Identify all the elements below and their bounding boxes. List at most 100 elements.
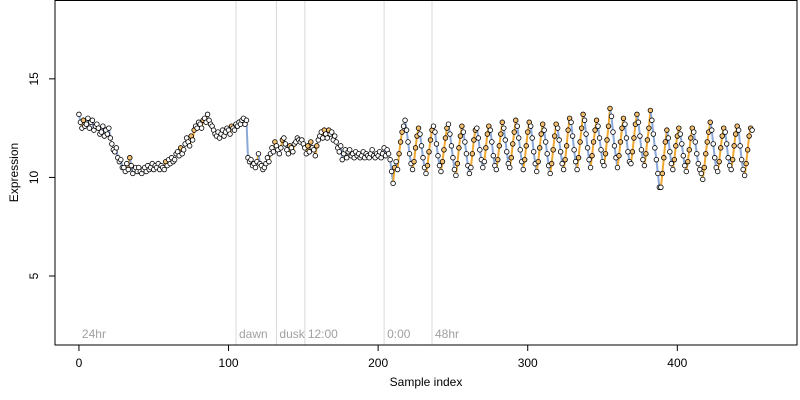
data-point (113, 145, 120, 151)
data-point (683, 168, 689, 175)
data-point (411, 158, 417, 165)
line-segment (245, 120, 249, 158)
data-point (336, 149, 342, 155)
annotation-label: dawn (239, 327, 268, 341)
data-point (501, 125, 507, 131)
data-point (598, 147, 604, 153)
data-point (578, 125, 585, 131)
data-point (255, 151, 262, 157)
data-point (453, 172, 459, 179)
data-point (605, 123, 612, 129)
data-point (581, 117, 588, 123)
data-point (402, 117, 408, 123)
x-tick-label: 400 (667, 356, 687, 370)
data-point (528, 123, 534, 129)
data-point (665, 135, 672, 141)
data-point (655, 170, 661, 177)
data-point (743, 160, 749, 167)
data-point (89, 117, 96, 123)
x-tick-label: 0 (76, 356, 83, 370)
data-point (692, 139, 698, 145)
data-point (498, 131, 504, 137)
data-point (243, 117, 250, 123)
data-point (396, 151, 402, 157)
data-point (320, 135, 326, 141)
data-point (738, 156, 745, 163)
data-point (95, 125, 102, 131)
data-point (502, 137, 508, 143)
data-point (460, 129, 467, 135)
annotation-label: 12:00 (308, 327, 338, 341)
data-point (614, 164, 621, 171)
data-point (474, 125, 480, 131)
data-point (587, 164, 594, 171)
data-point (673, 143, 679, 149)
data-point (589, 153, 595, 159)
data-point (276, 151, 283, 157)
data-point (403, 127, 410, 133)
data-point (729, 156, 736, 163)
data-point (550, 147, 556, 153)
y-tick-label: 10 (27, 170, 41, 184)
data-point (477, 147, 483, 153)
data-point (619, 125, 625, 131)
data-point (305, 143, 311, 149)
data-point (563, 143, 570, 149)
data-point (652, 145, 658, 151)
data-point (716, 158, 722, 165)
data-point (333, 139, 339, 145)
data-point (347, 147, 353, 153)
data-point (718, 145, 724, 151)
data-point (565, 127, 571, 133)
data-point (415, 125, 422, 131)
data-point (504, 149, 510, 155)
data-point (394, 166, 401, 173)
data-point (622, 121, 628, 127)
data-point (644, 137, 651, 143)
data-point (737, 143, 743, 149)
x-axis: 0 100 200 300 400 (76, 344, 688, 370)
data-point (290, 149, 296, 155)
data-point (611, 143, 618, 149)
data-point (445, 121, 452, 127)
data-point (547, 170, 553, 177)
data-point (161, 166, 167, 173)
data-point (124, 160, 130, 167)
data-point (607, 105, 613, 112)
data-point (520, 166, 526, 173)
data-point (388, 168, 395, 175)
data-point (715, 168, 721, 175)
data-point (629, 149, 636, 155)
data-point (282, 141, 289, 147)
data-point (86, 125, 93, 131)
data-point (634, 111, 640, 118)
data-point (539, 121, 546, 127)
data-point (387, 156, 393, 163)
data-point (438, 168, 444, 175)
data-point (454, 160, 461, 167)
data-point (118, 156, 124, 163)
y-axis: 5 10 15 (27, 72, 55, 279)
data-point (489, 139, 495, 145)
data-point (278, 145, 284, 151)
data-point (602, 151, 609, 157)
data-point (577, 139, 583, 145)
data-point (493, 166, 500, 173)
data-point (640, 156, 646, 163)
x-tick-label: 100 (219, 356, 239, 370)
data-point (433, 141, 440, 147)
data-point (686, 147, 692, 153)
data-point (412, 145, 419, 151)
data-point (369, 147, 375, 153)
data-point (580, 111, 586, 118)
data-point (270, 149, 277, 155)
data-point (584, 145, 591, 151)
data-point (469, 151, 476, 157)
data-point (695, 160, 701, 167)
data-point (107, 135, 114, 141)
data-point (186, 143, 193, 149)
data-point (679, 141, 685, 147)
data-point (749, 127, 755, 133)
data-point (574, 166, 580, 173)
data-point (475, 135, 482, 141)
